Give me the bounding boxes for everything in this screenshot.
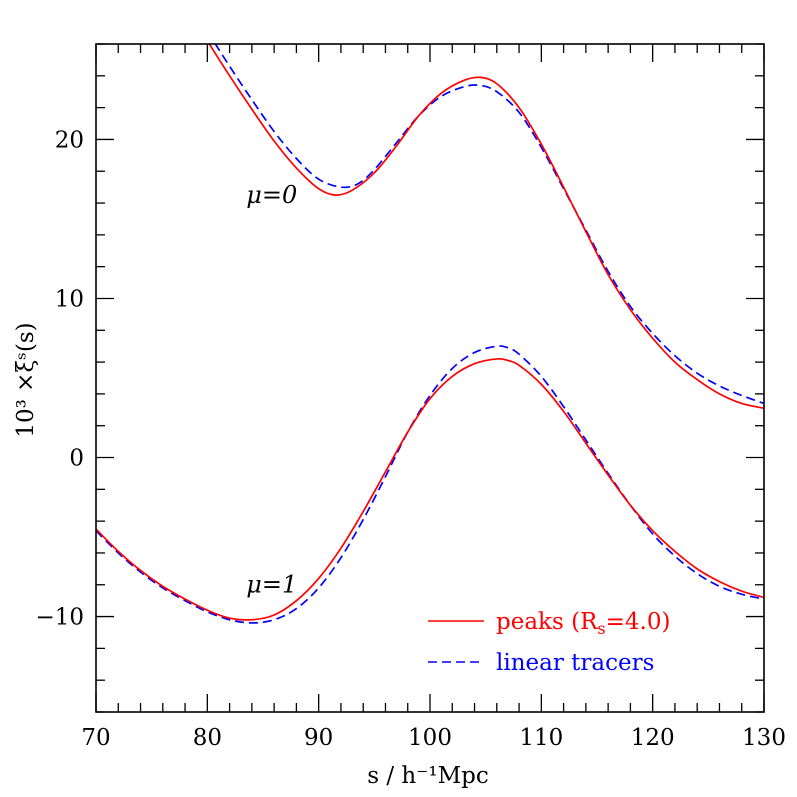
y-tick-label: −10 xyxy=(35,605,84,631)
plot-frame xyxy=(95,43,765,713)
x-tick-label: 130 xyxy=(742,725,786,751)
legend-label-peaks-sub: s xyxy=(597,619,605,638)
legend-label-linear: linear tracers xyxy=(496,650,654,676)
annotation-mu-0: μ=0 xyxy=(246,181,297,209)
peaks-curve-mu-0 xyxy=(208,44,764,410)
y-tick-label: 10 xyxy=(55,286,84,312)
legend-label-peaks: peaks (Rs=4.0) xyxy=(496,609,670,638)
y-tick-label: 20 xyxy=(55,127,84,153)
linear-tracers-curve-mu-0 xyxy=(214,44,764,405)
y-axis-label: 10³ ×ξˢ(s) xyxy=(13,322,39,437)
legend: peaks (Rs=4.0) linear tracers xyxy=(428,609,670,676)
x-tick-label: 90 xyxy=(304,725,333,751)
linear-tracers-curve-mu-1 xyxy=(96,345,764,624)
annotation-mu-1: μ=1 xyxy=(246,571,297,599)
plot-curves xyxy=(96,44,764,624)
x-axis-label: s / h⁻¹Mpc xyxy=(367,763,489,789)
x-tick-label: 120 xyxy=(631,725,675,751)
x-tick-label: 70 xyxy=(81,725,110,751)
y-tick-label: 0 xyxy=(69,446,84,472)
x-tick-label: 80 xyxy=(193,725,222,751)
tick-labels: 70 80 90 100 110 120 130 −10 0 10 20 xyxy=(35,127,786,751)
x-tick-label: 110 xyxy=(519,725,563,751)
peaks-curve-mu-1 xyxy=(96,357,764,621)
legend-label-peaks-main: peaks (R xyxy=(496,609,598,635)
x-tick-label: 100 xyxy=(408,725,452,751)
legend-label-peaks-tail: =4.0) xyxy=(606,609,671,635)
